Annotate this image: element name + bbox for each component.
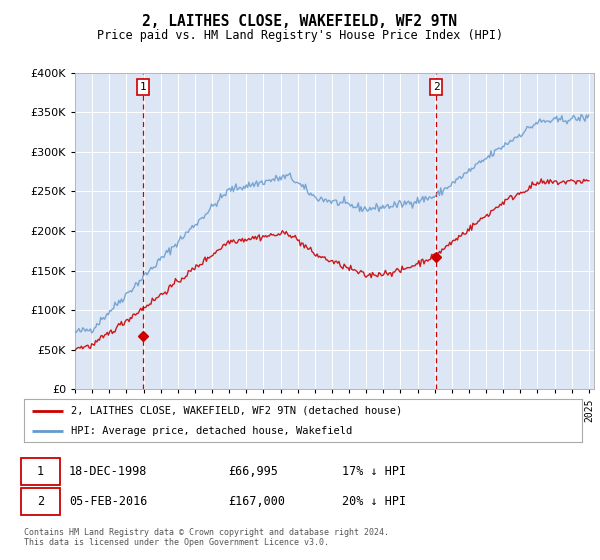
Text: 18-DEC-1998: 18-DEC-1998 <box>69 465 148 478</box>
Text: Price paid vs. HM Land Registry's House Price Index (HPI): Price paid vs. HM Land Registry's House … <box>97 29 503 42</box>
Text: 2, LAITHES CLOSE, WAKEFIELD, WF2 9TN (detached house): 2, LAITHES CLOSE, WAKEFIELD, WF2 9TN (de… <box>71 405 403 416</box>
Text: 17% ↓ HPI: 17% ↓ HPI <box>342 465 406 478</box>
Text: Contains HM Land Registry data © Crown copyright and database right 2024.
This d: Contains HM Land Registry data © Crown c… <box>24 528 389 547</box>
Text: 1: 1 <box>139 82 146 92</box>
Text: 05-FEB-2016: 05-FEB-2016 <box>69 494 148 508</box>
Text: £66,995: £66,995 <box>228 465 278 478</box>
Text: HPI: Average price, detached house, Wakefield: HPI: Average price, detached house, Wake… <box>71 426 353 436</box>
Text: 2: 2 <box>433 82 440 92</box>
Text: 2: 2 <box>37 494 44 508</box>
Text: £167,000: £167,000 <box>228 494 285 508</box>
Text: 1: 1 <box>37 465 44 478</box>
Text: 2, LAITHES CLOSE, WAKEFIELD, WF2 9TN: 2, LAITHES CLOSE, WAKEFIELD, WF2 9TN <box>143 14 458 29</box>
Text: 20% ↓ HPI: 20% ↓ HPI <box>342 494 406 508</box>
